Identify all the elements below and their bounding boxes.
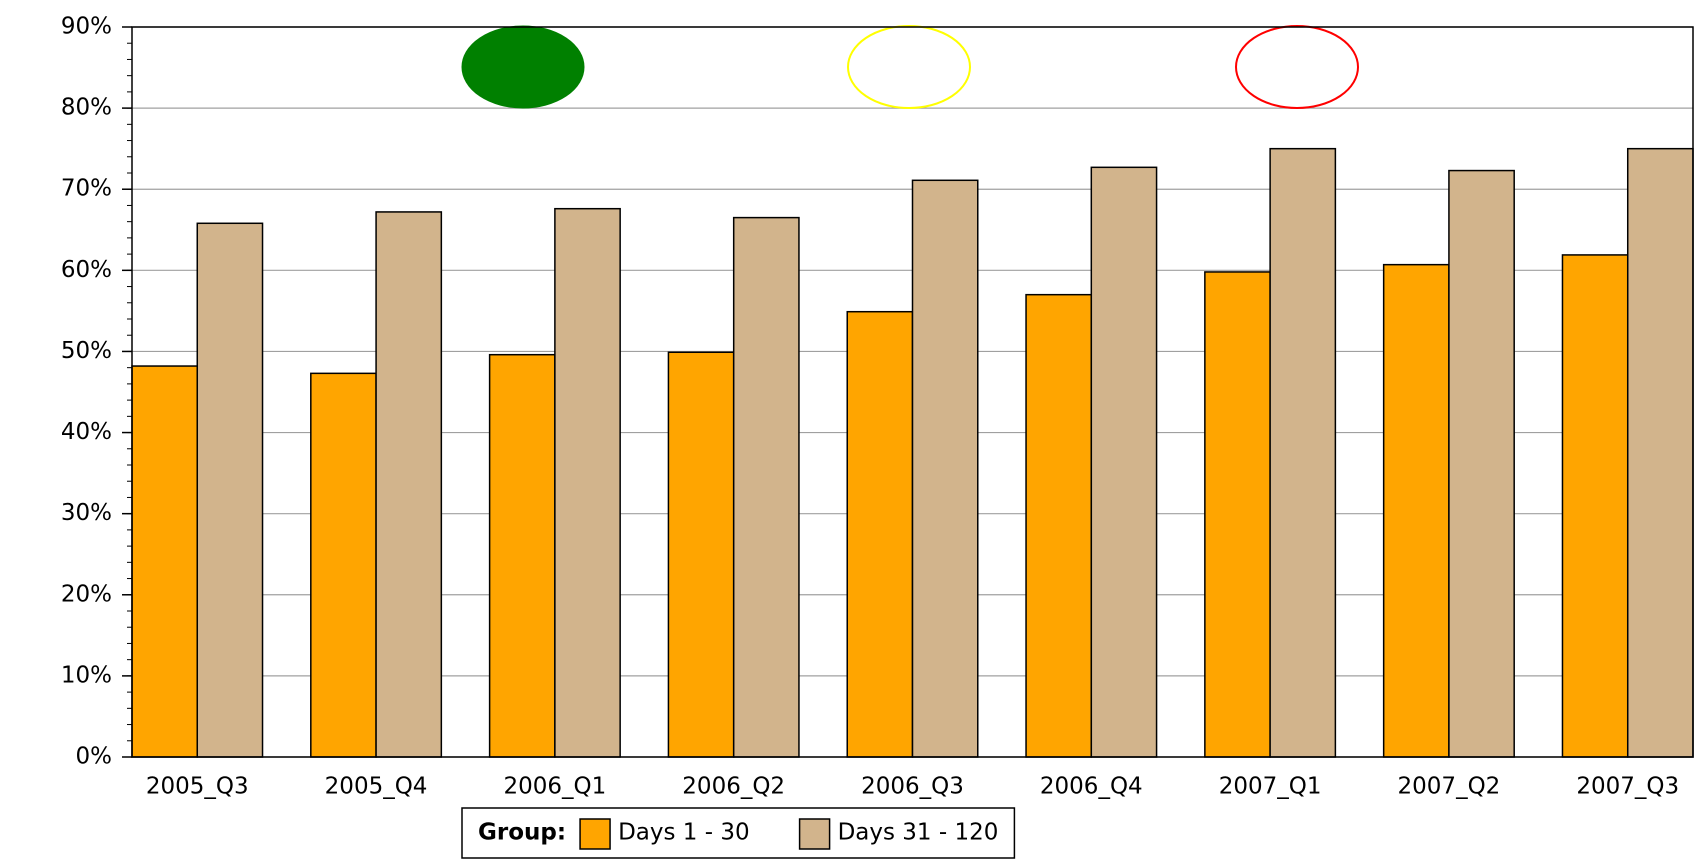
bar bbox=[375, 211, 443, 758]
bar bbox=[911, 179, 979, 758]
legend-label: Days 31 - 120 bbox=[838, 820, 999, 846]
y-tick-label: 80% bbox=[61, 95, 112, 121]
bar bbox=[667, 351, 735, 758]
bar bbox=[1269, 147, 1337, 758]
legend-swatch bbox=[798, 818, 831, 850]
x-tick-label: 2005_Q4 bbox=[325, 774, 428, 800]
legend-title: Group: bbox=[478, 820, 566, 846]
bar bbox=[1025, 293, 1093, 758]
y-tick-label: 0% bbox=[76, 744, 113, 770]
bar bbox=[1382, 263, 1450, 758]
plot bbox=[131, 26, 1694, 758]
legend-box bbox=[461, 807, 1016, 859]
plot-frame bbox=[131, 26, 1694, 758]
y-tick-label: 90% bbox=[61, 14, 112, 40]
bar bbox=[554, 207, 621, 758]
legend: Group: Days 1 - 30 Days 31 - 120 bbox=[461, 807, 1016, 859]
y-tick-label: 60% bbox=[61, 257, 112, 283]
legend-label: Days 1 - 30 bbox=[618, 820, 750, 846]
bar bbox=[131, 365, 199, 758]
legend-swatch bbox=[579, 818, 611, 850]
x-tick-label: 2006_Q1 bbox=[503, 774, 606, 800]
bar bbox=[1626, 147, 1694, 758]
y-tick-label: 50% bbox=[61, 338, 112, 364]
y-tick-label: 70% bbox=[61, 176, 112, 202]
bar bbox=[1448, 169, 1515, 758]
bar bbox=[488, 353, 556, 758]
status-indicator bbox=[461, 25, 585, 109]
x-tick-label: 2007_Q1 bbox=[1219, 774, 1322, 800]
x-tick-label: 2006_Q2 bbox=[682, 774, 785, 800]
bar bbox=[846, 310, 914, 758]
bar bbox=[732, 216, 800, 758]
y-tick-label: 30% bbox=[61, 500, 112, 526]
bar bbox=[1204, 271, 1271, 758]
status-indicator bbox=[1235, 25, 1359, 109]
x-tick-label: 2007_Q3 bbox=[1576, 774, 1679, 800]
x-tick-label: 2006_Q4 bbox=[1040, 774, 1143, 800]
bar bbox=[1561, 254, 1629, 758]
x-tick-label: 2005_Q3 bbox=[146, 774, 249, 800]
bar bbox=[1090, 166, 1158, 758]
x-tick-label: 2006_Q3 bbox=[861, 774, 964, 800]
x-tick-label: 2007_Q2 bbox=[1398, 774, 1501, 800]
bar bbox=[310, 372, 377, 758]
axes: 0% 10% 20% 30% 40% 50% 60% 70% 80% 90% 2005_Q3 2005… bbox=[61, 14, 1694, 800]
y-tick-label: 20% bbox=[61, 581, 112, 607]
status-indicator bbox=[847, 25, 971, 109]
bar bbox=[196, 222, 264, 758]
y-tick-label: 40% bbox=[61, 419, 112, 445]
y-tick-label: 10% bbox=[61, 662, 112, 688]
